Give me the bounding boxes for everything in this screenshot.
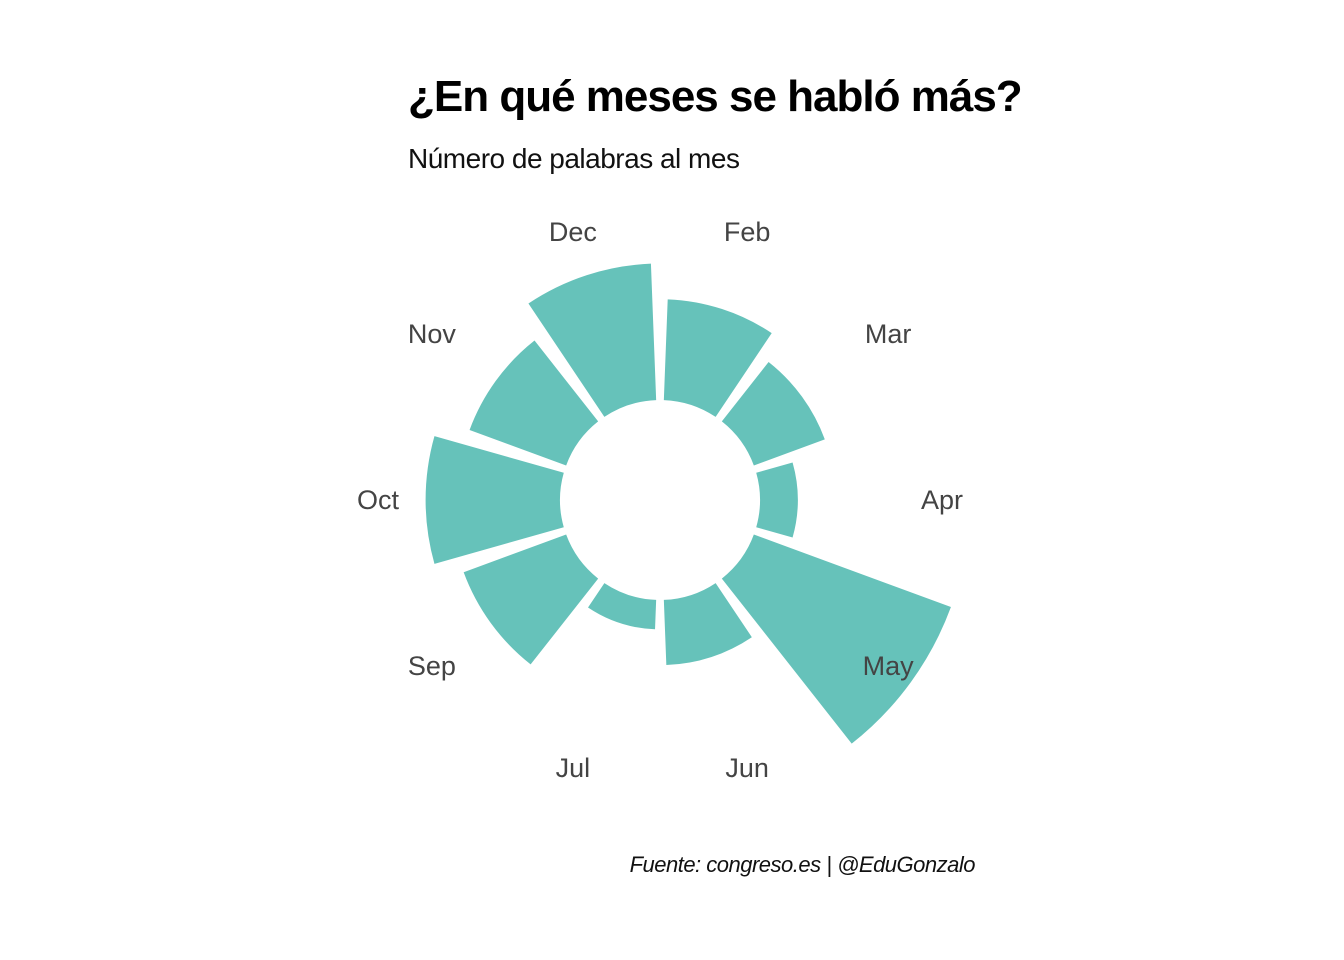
bar-sep — [463, 534, 599, 665]
bar-dec — [528, 263, 657, 417]
month-label-mar: Mar — [865, 319, 912, 349]
chart-caption: Fuente: congreso.es | @EduGonzalo — [629, 852, 976, 877]
month-label-nov: Nov — [408, 319, 457, 349]
month-label-jun: Jun — [725, 753, 769, 783]
bar-may — [721, 534, 951, 744]
month-label-apr: Apr — [921, 485, 963, 515]
chart-subtitle: Número de palabras al mes — [408, 143, 740, 174]
bar-group — [425, 263, 951, 744]
month-label-may: May — [863, 651, 915, 681]
bar-nov — [469, 340, 599, 466]
bar-mar — [721, 362, 825, 466]
month-label-sep: Sep — [408, 651, 456, 681]
bar-feb — [663, 299, 772, 417]
month-label-group: Feb Mar Apr May Jun Jul Sep Oct Nov Dec — [357, 217, 963, 783]
bar-jul — [588, 583, 657, 630]
month-label-jul: Jul — [556, 753, 591, 783]
month-label-feb: Feb — [724, 217, 771, 247]
bar-jun — [663, 583, 752, 665]
month-label-dec: Dec — [549, 217, 597, 247]
bar-oct — [425, 436, 564, 564]
bar-apr — [756, 462, 798, 538]
chart-title: ¿En qué meses se habló más? — [408, 72, 1023, 121]
month-label-oct: Oct — [357, 485, 400, 515]
